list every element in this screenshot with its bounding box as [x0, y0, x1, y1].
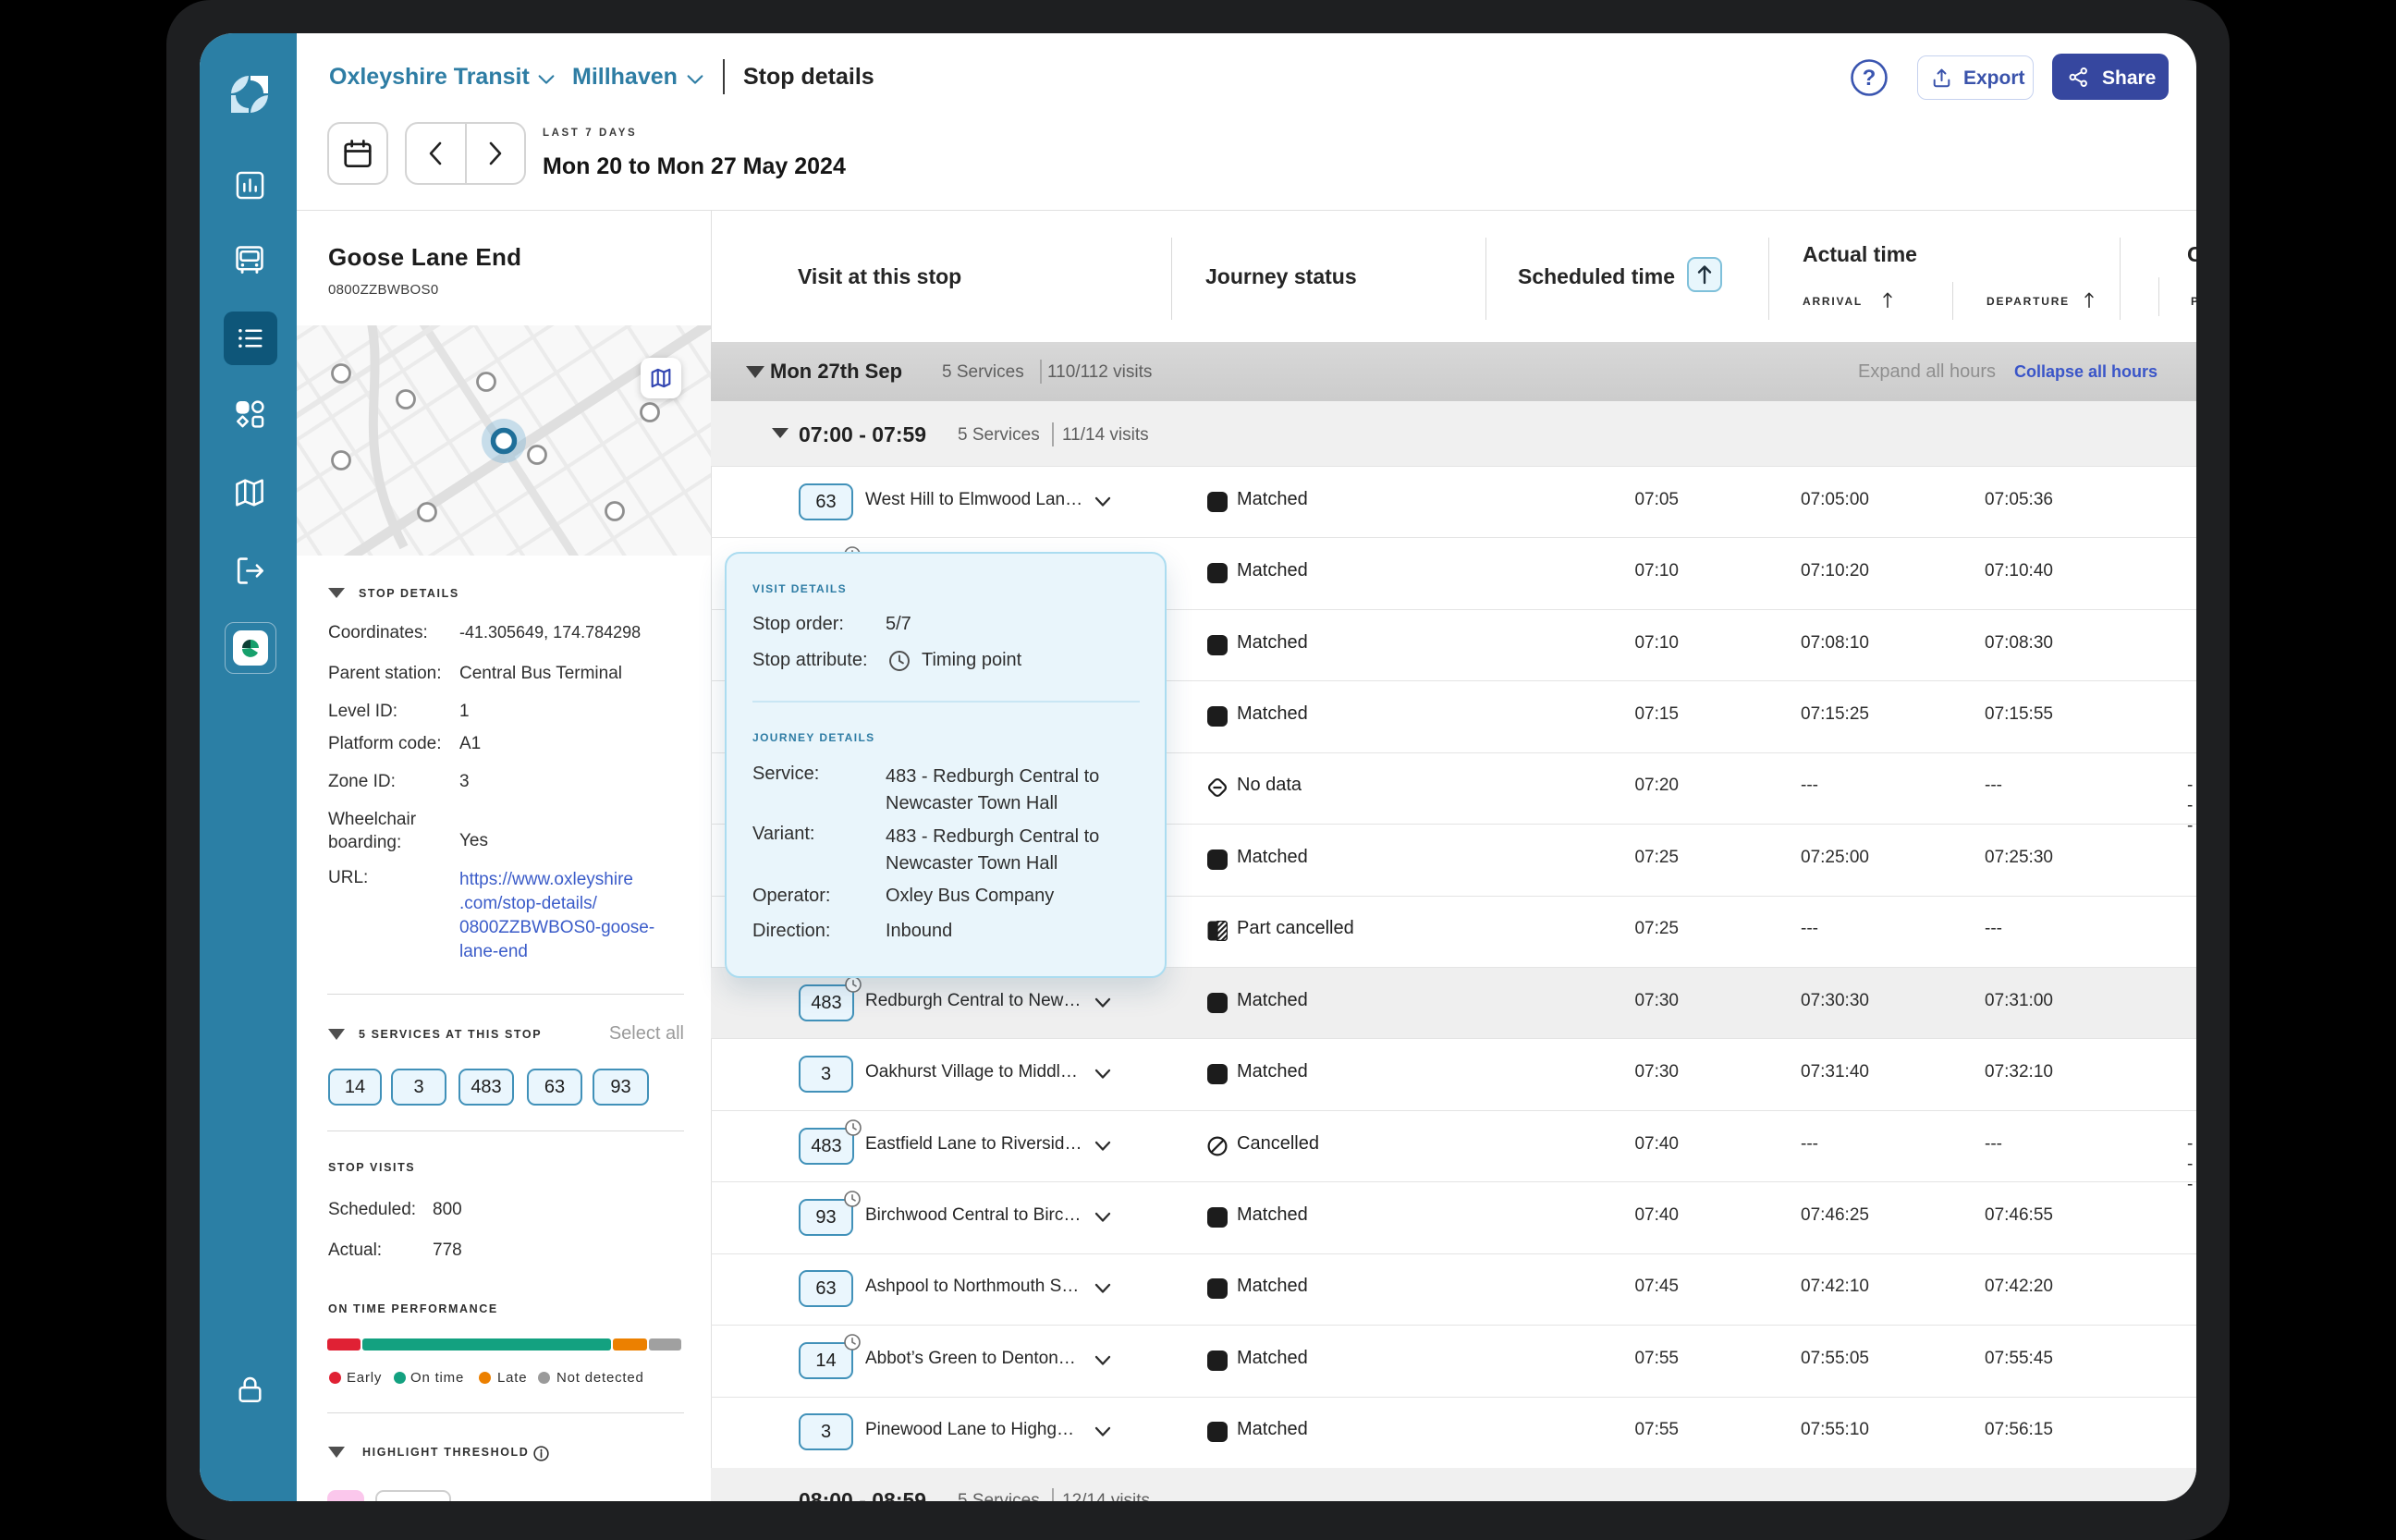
svg-text:?: ?: [1863, 66, 1876, 91]
